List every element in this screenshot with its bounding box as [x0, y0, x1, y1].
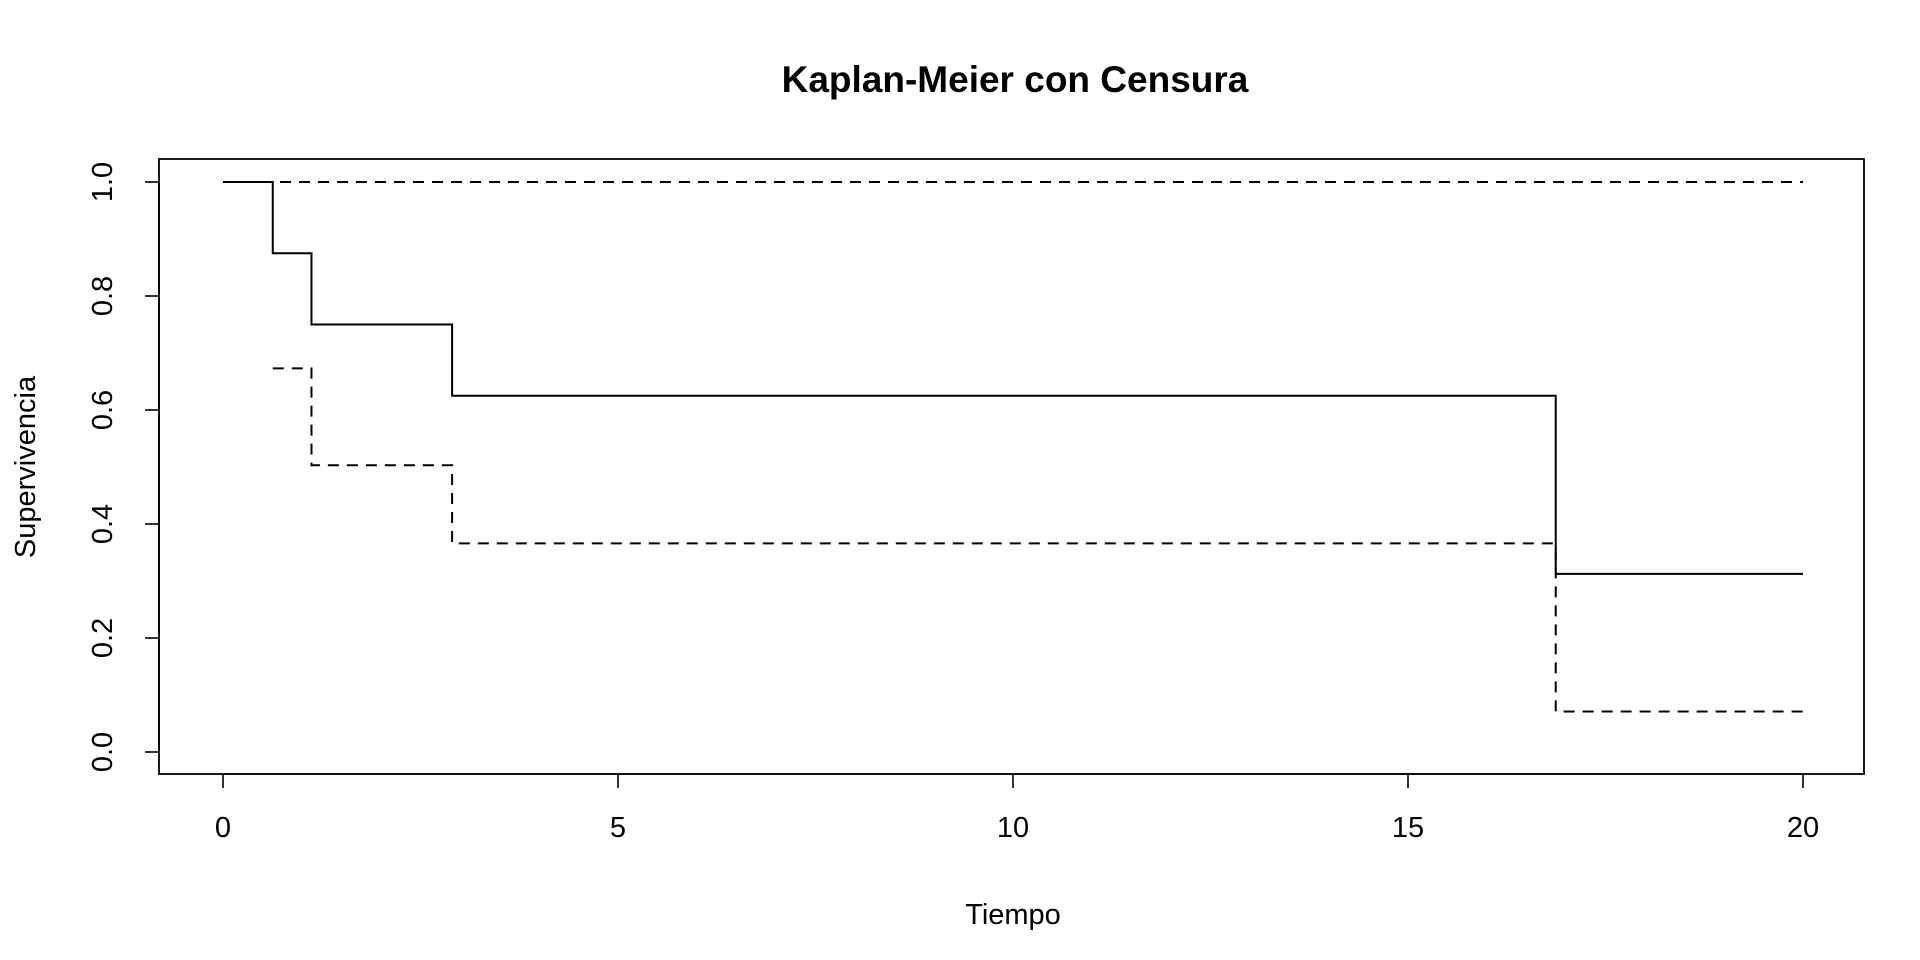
y-tick-label: 0.8 [87, 276, 119, 316]
x-tick-label: 15 [1392, 812, 1424, 844]
plot-frame [158, 158, 1865, 775]
x-tick-label: 10 [997, 812, 1029, 844]
chart-title: Kaplan-Meier con Censura [782, 59, 1249, 100]
x-tick-label: 20 [1787, 812, 1819, 844]
y-axis-title: Supervivencia [10, 375, 42, 558]
x-axis: 0 5 10 15 20 [215, 773, 1819, 844]
y-tick-label: 0.6 [87, 390, 119, 430]
series-layer [223, 181, 1803, 713]
x-tick-label: 5 [610, 812, 626, 844]
y-tick-label: 0.0 [87, 732, 119, 772]
survival-curve-line [223, 181, 1803, 575]
x-tick-label: 0 [215, 812, 231, 844]
y-tick-label: 0.4 [87, 504, 119, 544]
confidence-bound-line-2 [272, 367, 1803, 713]
y-tick-label: 0.2 [87, 618, 119, 658]
y-axis: 0.0 0.2 0.4 0.6 0.8 1.0 [87, 162, 160, 772]
x-axis-title: Tiempo [965, 899, 1061, 931]
y-tick-label: 1.0 [87, 162, 119, 202]
